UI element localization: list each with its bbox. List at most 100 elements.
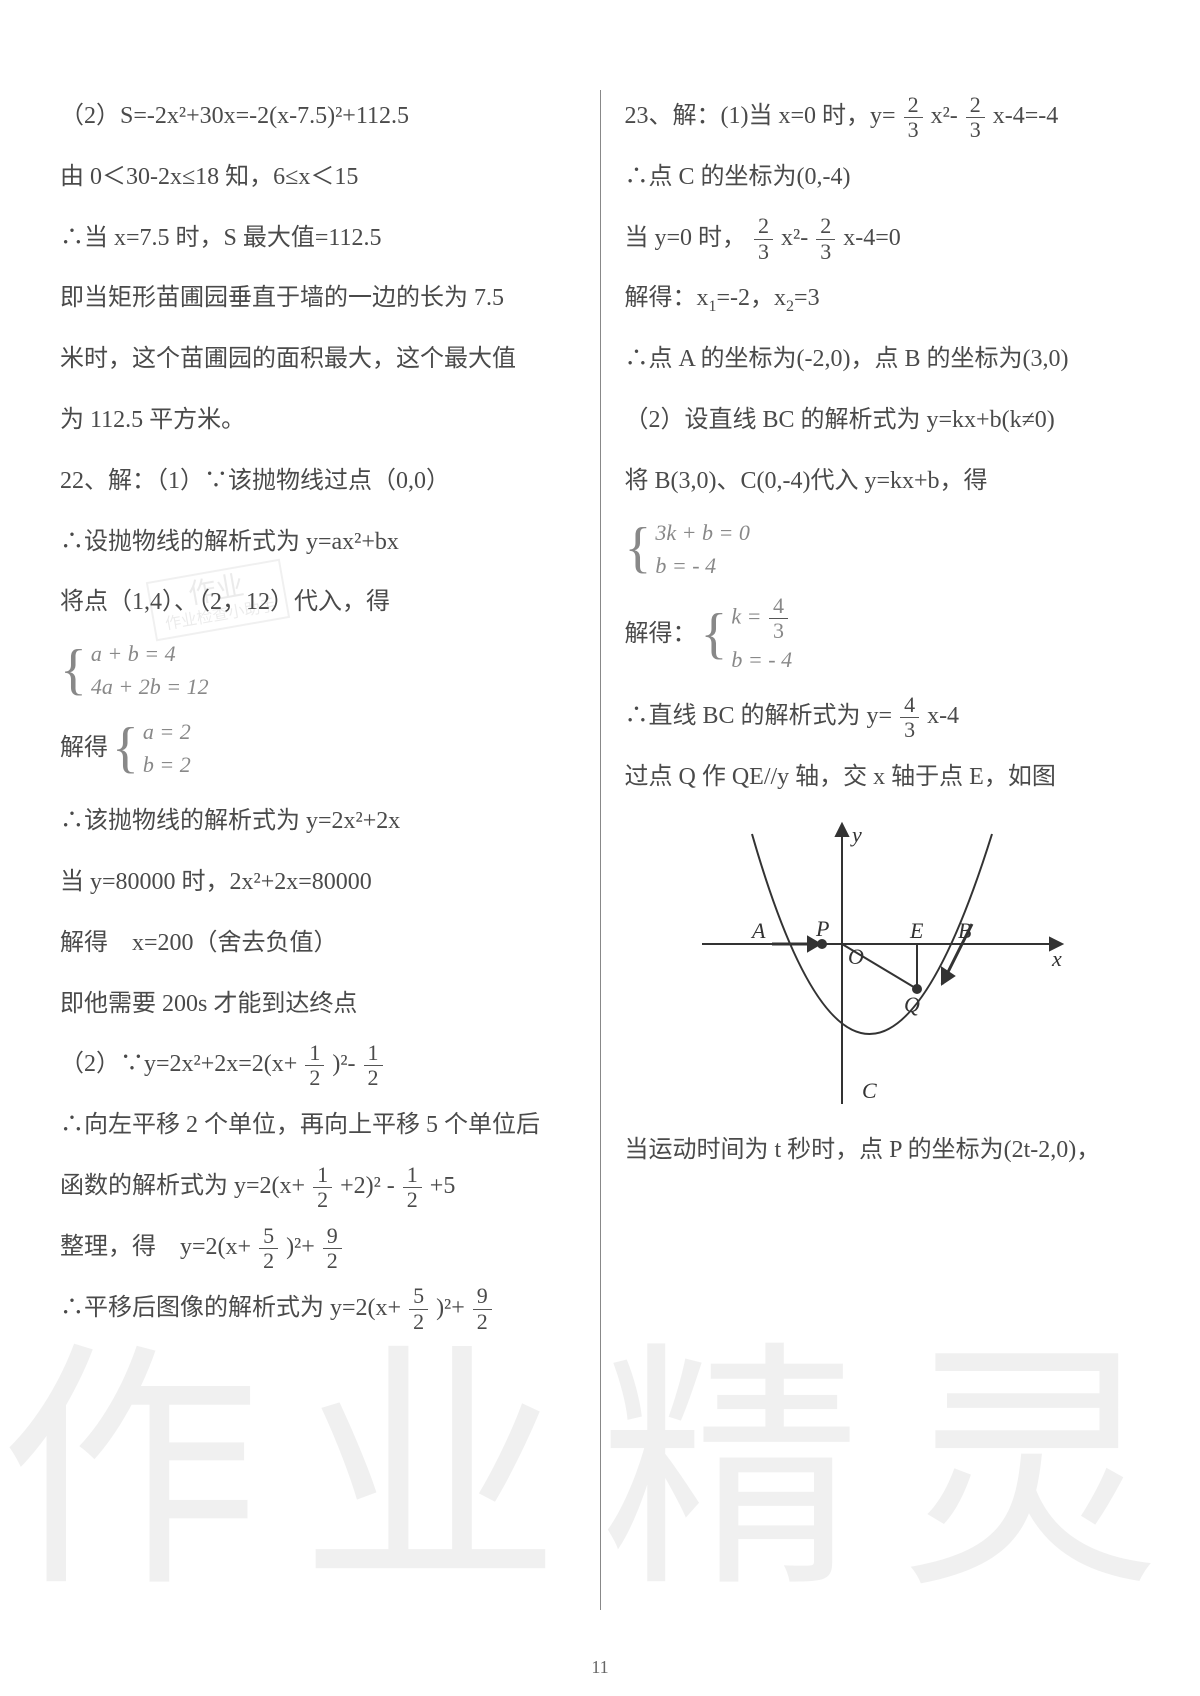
text-span: +5 <box>430 1173 456 1199</box>
text-line: 解得 { a = 2 b = 2 <box>60 709 576 787</box>
text-span: =-2，x <box>717 285 787 311</box>
left-brace-icon: { <box>112 729 139 768</box>
text-line: 解得 x=200（舍去负值） <box>60 917 576 970</box>
point-label-A: A <box>750 918 766 943</box>
left-column: （2）S=-2x²+30x=-2(x-7.5)²+112.5 由 0＜30-2x… <box>40 90 596 1656</box>
text-line: 将 B(3,0)、C(0,-4)代入 y=kx+b，得 <box>625 455 1141 508</box>
text-span: x²- <box>781 225 808 251</box>
text-line: （2）S=-2x²+30x=-2(x-7.5)²+112.5 <box>60 90 576 143</box>
text-line: 22、解：（1）∵该抛物线过点（0,0） <box>60 455 576 508</box>
subscript: 2 <box>786 298 794 315</box>
fraction: 92 <box>473 1284 492 1333</box>
text-line: ∴点 A 的坐标为(-2,0)，点 B 的坐标为(3,0) <box>625 333 1141 386</box>
eq-row: a = 2 <box>143 715 191 748</box>
text-span: x-4=0 <box>843 225 901 251</box>
column-divider <box>600 90 601 1610</box>
point-label-O: O <box>848 944 864 969</box>
subscript: 1 <box>709 298 717 315</box>
text-line: ∴设抛物线的解析式为 y=ax²+bx <box>60 516 576 569</box>
left-brace-icon: { <box>60 651 87 690</box>
text-line: 即他需要 200s 才能到达终点 <box>60 978 576 1031</box>
text-line: 函数的解析式为 y=2(x+ 12 +2)² - 12 +5 <box>60 1160 576 1213</box>
text-line: 为 112.5 平方米。 <box>60 394 576 447</box>
eq-row: a + b = 4 <box>91 637 209 670</box>
text-span: x-4=-4 <box>993 103 1059 129</box>
fraction: 23 <box>816 214 835 263</box>
text-line: 整理，得 y=2(x+ 52 )²+ 92 <box>60 1221 576 1274</box>
page-container: （2）S=-2x²+30x=-2(x-7.5)²+112.5 由 0＜30-2x… <box>0 0 1200 1696</box>
text-line: ∴向左平移 2 个单位，再向上平移 5 个单位后 <box>60 1099 576 1152</box>
equation-system: { 3k + b = 0 b = - 4 <box>625 516 1141 582</box>
eq-row: b = - 4 <box>731 643 792 676</box>
text-line: 由 0＜30-2x≤18 知，6≤x＜15 <box>60 151 576 204</box>
eq-row: 4a + 2b = 12 <box>91 670 209 703</box>
text-line: 解得：x1=-2，x2=3 <box>625 272 1141 325</box>
text-span: +2)² - <box>340 1173 395 1199</box>
label: 解得 <box>60 722 108 775</box>
eq-row: k = 43 <box>731 594 792 643</box>
text-span: x²- <box>931 103 958 129</box>
text-span: 函数的解析式为 y=2(x+ <box>60 1173 305 1199</box>
text-span: ∴平移后图像的解析式为 y=2(x+ <box>60 1295 401 1321</box>
fraction: 12 <box>364 1041 383 1090</box>
text-span: 解得： <box>625 608 697 661</box>
text-line: 即当矩形苗圃园垂直于墙的一边的长为 7.5 <box>60 272 576 325</box>
point-label-Q: Q <box>904 992 920 1017</box>
text-line: ∴当 x=7.5 时，S 最大值=112.5 <box>60 212 576 265</box>
text-span: （2）∵y=2x²+2x=2(x+ <box>60 1051 297 1077</box>
text-span: x-4 <box>927 703 959 729</box>
fraction: 23 <box>754 214 773 263</box>
page-number: 11 <box>0 1657 1200 1678</box>
point-label-B: B <box>958 918 971 943</box>
text-line: 当 y=80000 时，2x²+2x=80000 <box>60 856 576 909</box>
fraction: 23 <box>966 93 985 142</box>
text-line: （2）设直线 BC 的解析式为 y=kx+b(k≠0) <box>625 394 1141 447</box>
equation-system: { a + b = 4 4a + 2b = 12 <box>60 637 576 703</box>
fraction: 43 <box>769 594 788 643</box>
text-span: 23、解：(1)当 x=0 时，y= <box>625 103 896 129</box>
text-span: =3 <box>794 285 820 311</box>
parabola-graph: y x A B O P E Q C <box>692 814 1072 1114</box>
axis-label-y: y <box>850 822 862 847</box>
left-brace-icon: { <box>625 529 652 568</box>
text-line: ∴直线 BC 的解析式为 y= 43 x-4 <box>625 690 1141 743</box>
point-label-C: C <box>862 1078 877 1103</box>
text-line: ∴该抛物线的解析式为 y=2x²+2x <box>60 795 576 848</box>
text-span: 整理，得 y=2(x+ <box>60 1234 251 1260</box>
fraction: 23 <box>904 93 923 142</box>
text-line: 将点（1,4）、（2，12）代入，得 <box>60 576 576 629</box>
text-span: k = <box>731 603 767 628</box>
fraction: 52 <box>409 1284 428 1333</box>
text-span: ∴直线 BC 的解析式为 y= <box>625 703 893 729</box>
text-line: 当运动时间为 t 秒时，点 P 的坐标为(2t-2,0)， <box>625 1124 1141 1177</box>
fraction: 12 <box>305 1041 324 1090</box>
right-column: 23、解：(1)当 x=0 时，y= 23 x²- 23 x-4=-4 ∴点 C… <box>605 90 1161 1656</box>
fraction: 92 <box>323 1224 342 1273</box>
text-line: ∴点 C 的坐标为(0,-4) <box>625 151 1141 204</box>
eq-row: 3k + b = 0 <box>655 516 749 549</box>
point-label-E: E <box>909 918 924 943</box>
left-brace-icon: { <box>701 615 728 654</box>
fraction: 43 <box>900 693 919 742</box>
eq-row: b = 2 <box>143 748 191 781</box>
text-line: 23、解：(1)当 x=0 时，y= 23 x²- 23 x-4=-4 <box>625 90 1141 143</box>
axis-label-x: x <box>1051 946 1062 971</box>
fraction: 52 <box>259 1224 278 1273</box>
text-line: 过点 Q 作 QE//y 轴，交 x 轴于点 E，如图 <box>625 751 1141 804</box>
text-span: )²+ <box>436 1295 465 1321</box>
graph-svg: y x A B O P E Q C <box>692 814 1072 1114</box>
text-span: )²+ <box>286 1234 315 1260</box>
text-line: 解得： { k = 43 b = - 4 <box>625 588 1141 682</box>
eq-row: b = - 4 <box>655 549 749 582</box>
text-line: ∴平移后图像的解析式为 y=2(x+ 52 )²+ 92 <box>60 1282 576 1335</box>
text-line: 米时，这个苗圃园的面积最大，这个最大值 <box>60 333 576 386</box>
fraction: 12 <box>403 1163 422 1212</box>
text-span: 当 y=0 时， <box>625 225 747 251</box>
point-label-P: P <box>815 916 829 941</box>
system-content: a + b = 4 4a + 2b = 12 <box>91 637 209 703</box>
text-span: )²- <box>332 1051 355 1077</box>
fraction: 12 <box>313 1163 332 1212</box>
text-line: 当 y=0 时， 23 x²- 23 x-4=0 <box>625 212 1141 265</box>
text-span: 解得：x <box>625 285 709 311</box>
text-line: （2）∵y=2x²+2x=2(x+ 12 )²- 12 <box>60 1038 576 1091</box>
